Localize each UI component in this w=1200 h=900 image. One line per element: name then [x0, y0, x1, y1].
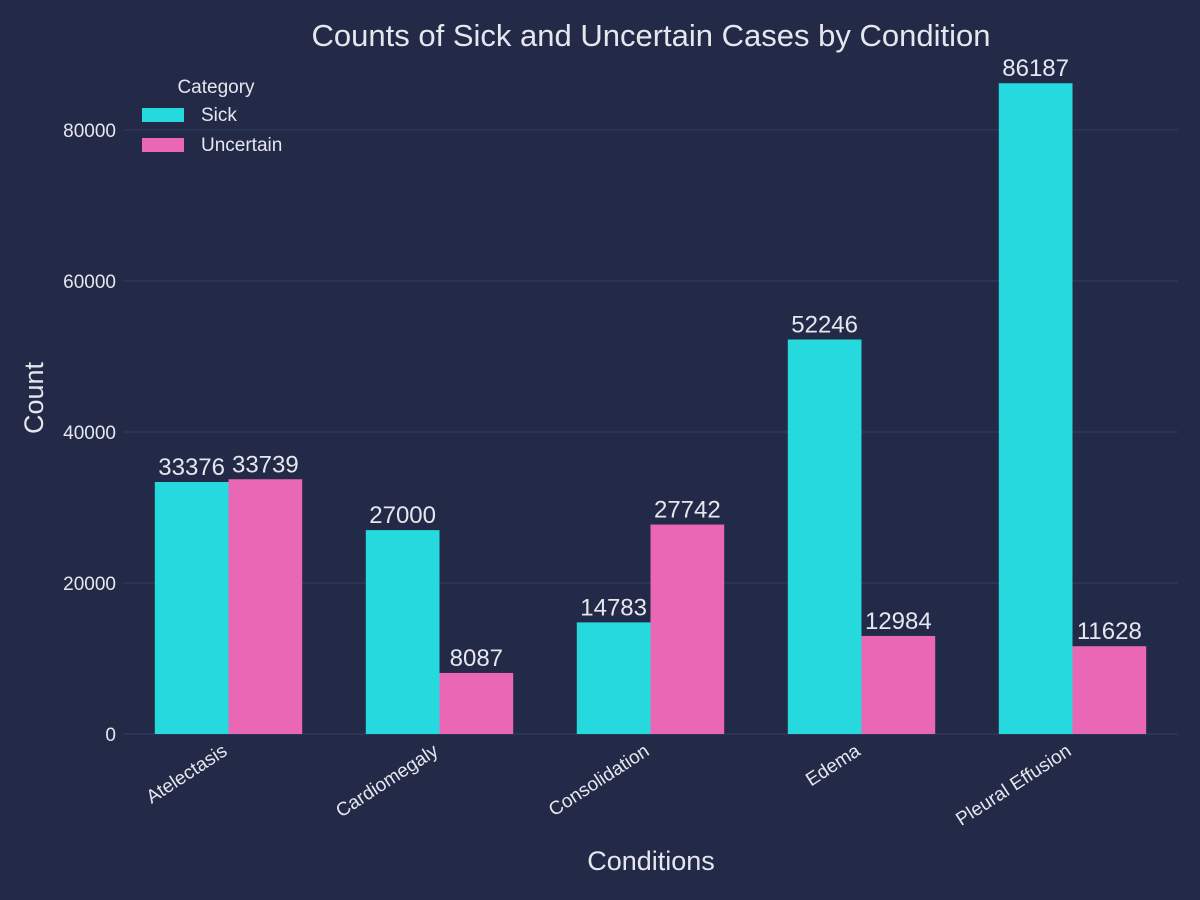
data-label: 8087 [450, 645, 503, 672]
y-tick-label: 60000 [63, 272, 116, 293]
x-tick-label: Cardiomegaly [332, 740, 442, 822]
data-label: 86187 [1002, 55, 1069, 82]
data-labels: 33376 33739 27000 8087 14783 27742 52246 12984 8… [158, 55, 1142, 672]
data-label: 12984 [865, 608, 932, 635]
bar-uncertain-edema [861, 635, 936, 734]
data-label: 27742 [654, 497, 721, 524]
bar-sick-edema [787, 339, 862, 734]
data-label: 33376 [158, 454, 225, 481]
legend-title: Category [177, 77, 255, 98]
legend: Category Sick Uncertain [142, 77, 282, 156]
chart-title: Counts of Sick and Uncertain Cases by Co… [312, 18, 991, 53]
bar-sick-atelectasis [154, 481, 229, 734]
legend-label: Uncertain [201, 135, 282, 156]
bar-uncertain-atelectasis [228, 479, 303, 734]
y-axis-label: Count [19, 361, 49, 434]
data-label: 11628 [1077, 618, 1142, 645]
legend-swatch-uncertain [142, 138, 184, 152]
bar-sick-consolidation [576, 622, 651, 734]
x-tick-label: Consolidation [545, 741, 653, 821]
x-tick-label: Pleural Effusion [952, 741, 1075, 831]
y-tick-label: 0 [105, 725, 116, 746]
bar-uncertain-pleural-effusion [1072, 646, 1147, 734]
y-tick-label: 40000 [63, 423, 116, 444]
bars [154, 83, 1147, 734]
bar-sick-pleural-effusion [998, 83, 1073, 734]
bar-uncertain-consolidation [650, 524, 725, 734]
x-tick-label: Edema [802, 740, 864, 791]
legend-label: Sick [201, 105, 237, 126]
data-label: 52246 [791, 312, 858, 339]
bar-uncertain-cardiomegaly [439, 672, 514, 734]
x-axis-label: Conditions [587, 846, 715, 876]
y-tick-label: 20000 [63, 574, 116, 595]
data-label: 27000 [369, 502, 436, 529]
y-tick-label: 80000 [63, 121, 116, 142]
x-tick-label: Atelectasis [143, 741, 231, 809]
y-axis-ticks: 0 20000 40000 60000 80000 [63, 121, 116, 746]
data-label: 14783 [580, 594, 647, 621]
x-axis-ticks: Atelectasis Cardiomegaly Consolidation Edem… [143, 740, 1075, 830]
bar-sick-cardiomegaly [365, 530, 440, 734]
data-label: 33739 [232, 451, 299, 478]
legend-swatch-sick [142, 108, 184, 122]
